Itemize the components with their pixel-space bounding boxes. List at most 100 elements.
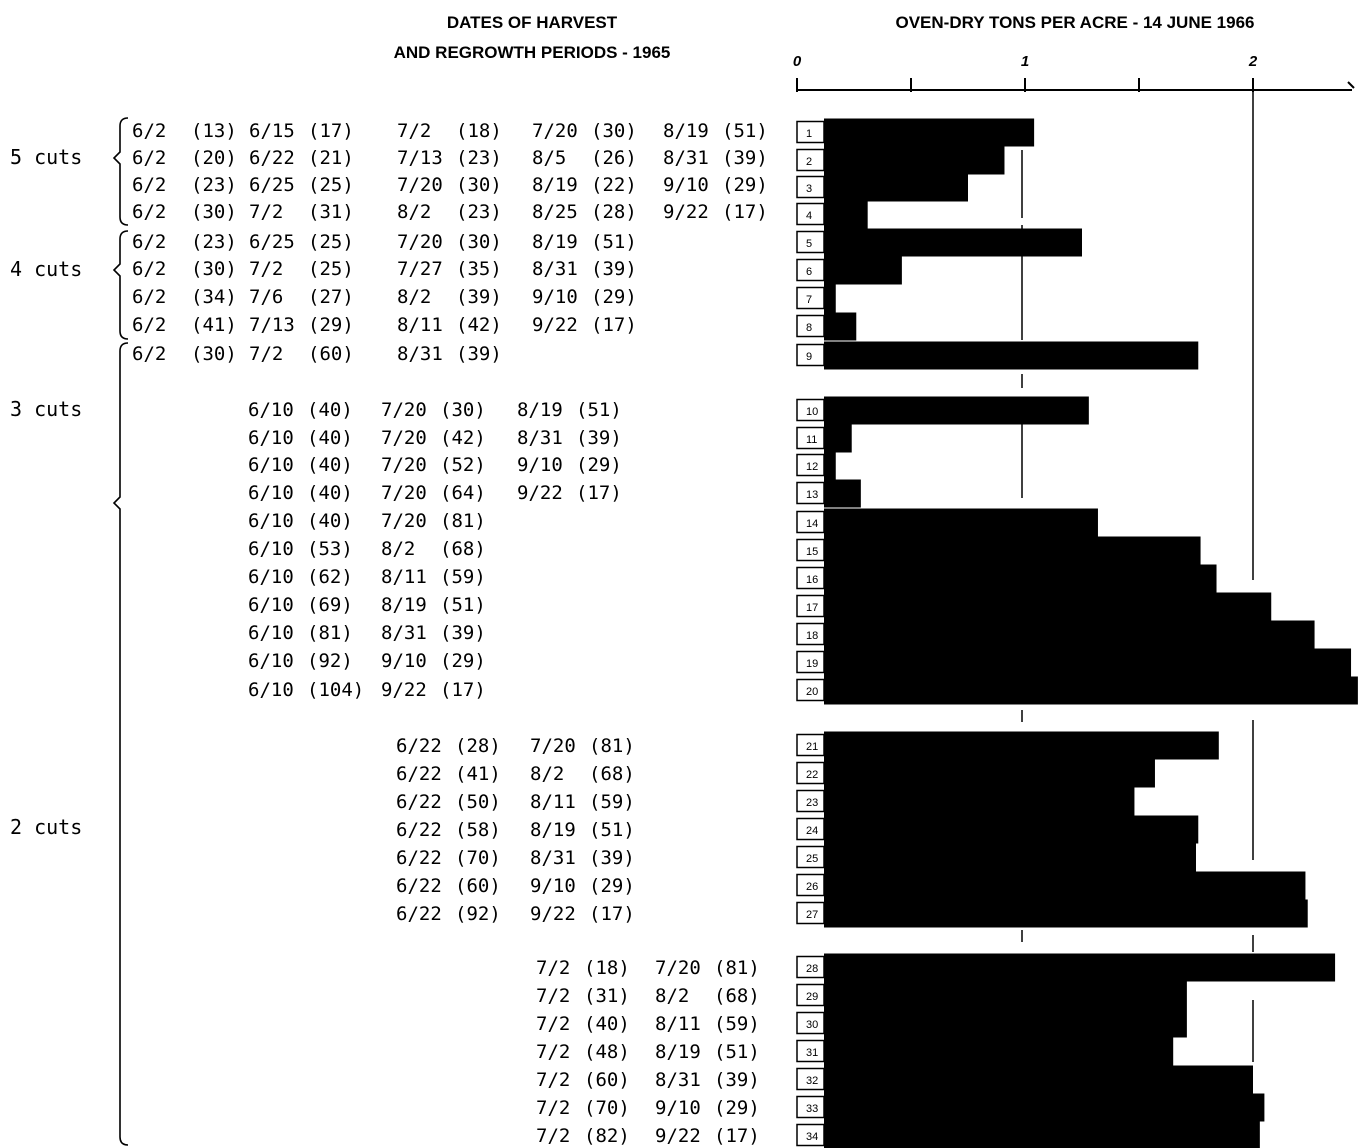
harvest-date: 9/22 bbox=[517, 482, 563, 504]
yield-bar bbox=[824, 1037, 1174, 1066]
regrowth-period: (70) bbox=[455, 847, 501, 869]
harvest-date: 7/20 bbox=[397, 174, 443, 196]
regrowth-period: (26) bbox=[591, 147, 637, 169]
row-id-label: 18 bbox=[806, 630, 818, 642]
row-id-label: 22 bbox=[806, 769, 818, 781]
regrowth-period: (30) bbox=[191, 201, 237, 223]
harvest-date: 9/10 bbox=[530, 875, 576, 897]
regrowth-period: (64) bbox=[440, 482, 486, 504]
data-row: 6/22 (41) 8/2 (68) 22 bbox=[396, 759, 1155, 788]
data-row: 6/22 (60) 9/10 (29) 26 bbox=[396, 871, 1306, 900]
row-id-label: 13 bbox=[806, 489, 818, 501]
regrowth-period: (59) bbox=[589, 791, 635, 813]
harvest-date: 8/31 bbox=[517, 427, 563, 449]
harvest-date: 7/2 bbox=[536, 1013, 570, 1035]
yield-bar bbox=[824, 396, 1089, 425]
row-id-label: 21 bbox=[806, 741, 818, 753]
harvest-date: 8/19 bbox=[532, 174, 578, 196]
regrowth-period: (30) bbox=[440, 399, 486, 421]
yield-bar bbox=[824, 899, 1308, 928]
yield-bar bbox=[824, 1009, 1187, 1038]
regrowth-period: (53) bbox=[307, 538, 353, 560]
data-row: 6/10 (69) 8/19 (51) 17 bbox=[248, 592, 1272, 621]
data-row: 6/2 (23) 6/25 (25) 7/20 (30) 8/19 (22) 9/10 (29) 3 bbox=[132, 173, 968, 202]
harvest-date: 7/2 bbox=[536, 1125, 570, 1147]
harvest-date: 7/20 bbox=[381, 399, 427, 421]
row-id-label: 29 bbox=[806, 991, 818, 1003]
yield-bar bbox=[824, 173, 968, 202]
regrowth-period: (17) bbox=[714, 1125, 760, 1147]
row-id-label: 4 bbox=[806, 210, 812, 222]
yield-bar bbox=[824, 118, 1035, 147]
row-id-label: 33 bbox=[806, 1103, 818, 1115]
harvest-date: 7/20 bbox=[381, 427, 427, 449]
regrowth-period: (17) bbox=[576, 482, 622, 504]
harvest-date: 6/10 bbox=[248, 622, 294, 644]
yield-bar bbox=[824, 871, 1306, 900]
data-row: 6/2 (23) 6/25 (25) 7/20 (30) 8/19 (51) 5 bbox=[132, 228, 1082, 257]
yield-bar bbox=[824, 424, 852, 453]
regrowth-period: (92) bbox=[455, 903, 501, 925]
data-row: 7/2 (40) 8/11 (59) 30 bbox=[536, 1009, 1187, 1038]
regrowth-period: (30) bbox=[191, 343, 237, 365]
regrowth-period: (104) bbox=[307, 679, 364, 701]
regrowth-period: (29) bbox=[576, 454, 622, 476]
yield-bar bbox=[824, 843, 1196, 872]
harvest-date: 9/10 bbox=[517, 454, 563, 476]
harvest-date: 6/22 bbox=[396, 875, 442, 897]
harvest-date: 9/10 bbox=[381, 650, 427, 672]
row-id-label: 7 bbox=[806, 294, 812, 306]
harvest-date: 6/10 bbox=[248, 679, 294, 701]
harvest-date: 6/10 bbox=[248, 399, 294, 421]
row-id-label: 19 bbox=[806, 658, 818, 670]
regrowth-period: (58) bbox=[455, 819, 501, 841]
regrowth-period: (23) bbox=[456, 147, 502, 169]
regrowth-period: (18) bbox=[584, 957, 630, 979]
data-row: 6/10 (62) 8/11 (59) 16 bbox=[248, 564, 1217, 593]
x-tick-label: 0 bbox=[793, 53, 802, 70]
harvest-date: 7/2 bbox=[249, 201, 283, 223]
regrowth-period: (30) bbox=[456, 174, 502, 196]
harvest-date: 7/27 bbox=[397, 258, 443, 280]
harvest-date: 6/2 bbox=[132, 258, 166, 280]
group-label: 2 cuts bbox=[10, 815, 82, 839]
harvest-date: 6/2 bbox=[132, 147, 166, 169]
harvest-date: 8/19 bbox=[381, 594, 427, 616]
group-label: 3 cuts bbox=[10, 397, 82, 421]
yield-bar bbox=[824, 1065, 1253, 1094]
harvest-date: 7/2 bbox=[397, 120, 431, 142]
harvest-date: 6/10 bbox=[248, 594, 294, 616]
regrowth-period: (28) bbox=[455, 735, 501, 757]
yield-bar bbox=[824, 759, 1155, 788]
row-id-label: 10 bbox=[806, 406, 818, 418]
harvest-date: 8/2 bbox=[397, 201, 431, 223]
harvest-date: 7/6 bbox=[249, 286, 283, 308]
yield-bar bbox=[824, 146, 1005, 175]
group-labels: 5 cuts 4 cuts 3 cuts 2 cuts bbox=[10, 117, 129, 1146]
regrowth-period: (41) bbox=[191, 314, 237, 336]
harvest-date: 6/22 bbox=[396, 819, 442, 841]
regrowth-period: (25) bbox=[308, 258, 354, 280]
yield-bar bbox=[824, 284, 836, 313]
row-id-label: 30 bbox=[806, 1019, 818, 1031]
harvest-date: 6/2 bbox=[132, 286, 166, 308]
data-row: 6/22 (50) 8/11 (59) 23 bbox=[396, 787, 1135, 816]
data-row: 6/2 (13) 6/15 (17) 7/2 (18) 7/20 (30) 8/19 (51) 1 bbox=[132, 118, 1035, 147]
data-row: 7/2 (70) 9/10 (29) 33 bbox=[536, 1093, 1265, 1122]
regrowth-period: (51) bbox=[576, 399, 622, 421]
harvest-date: 6/22 bbox=[249, 147, 295, 169]
regrowth-period: (39) bbox=[440, 622, 486, 644]
harvest-date: 7/20 bbox=[381, 482, 427, 504]
harvest-date: 7/2 bbox=[536, 957, 570, 979]
data-row: 7/2 (48) 8/19 (51) 31 bbox=[536, 1037, 1174, 1066]
harvest-date: 6/10 bbox=[248, 538, 294, 560]
regrowth-period: (30) bbox=[456, 231, 502, 253]
regrowth-period: (51) bbox=[440, 594, 486, 616]
regrowth-period: (60) bbox=[308, 343, 354, 365]
harvest-date: 8/2 bbox=[397, 286, 431, 308]
regrowth-period: (39) bbox=[591, 258, 637, 280]
harvest-date: 9/22 bbox=[663, 201, 709, 223]
row-id-label: 28 bbox=[806, 963, 818, 975]
yield-bar bbox=[824, 1121, 1260, 1148]
regrowth-period: (42) bbox=[440, 427, 486, 449]
